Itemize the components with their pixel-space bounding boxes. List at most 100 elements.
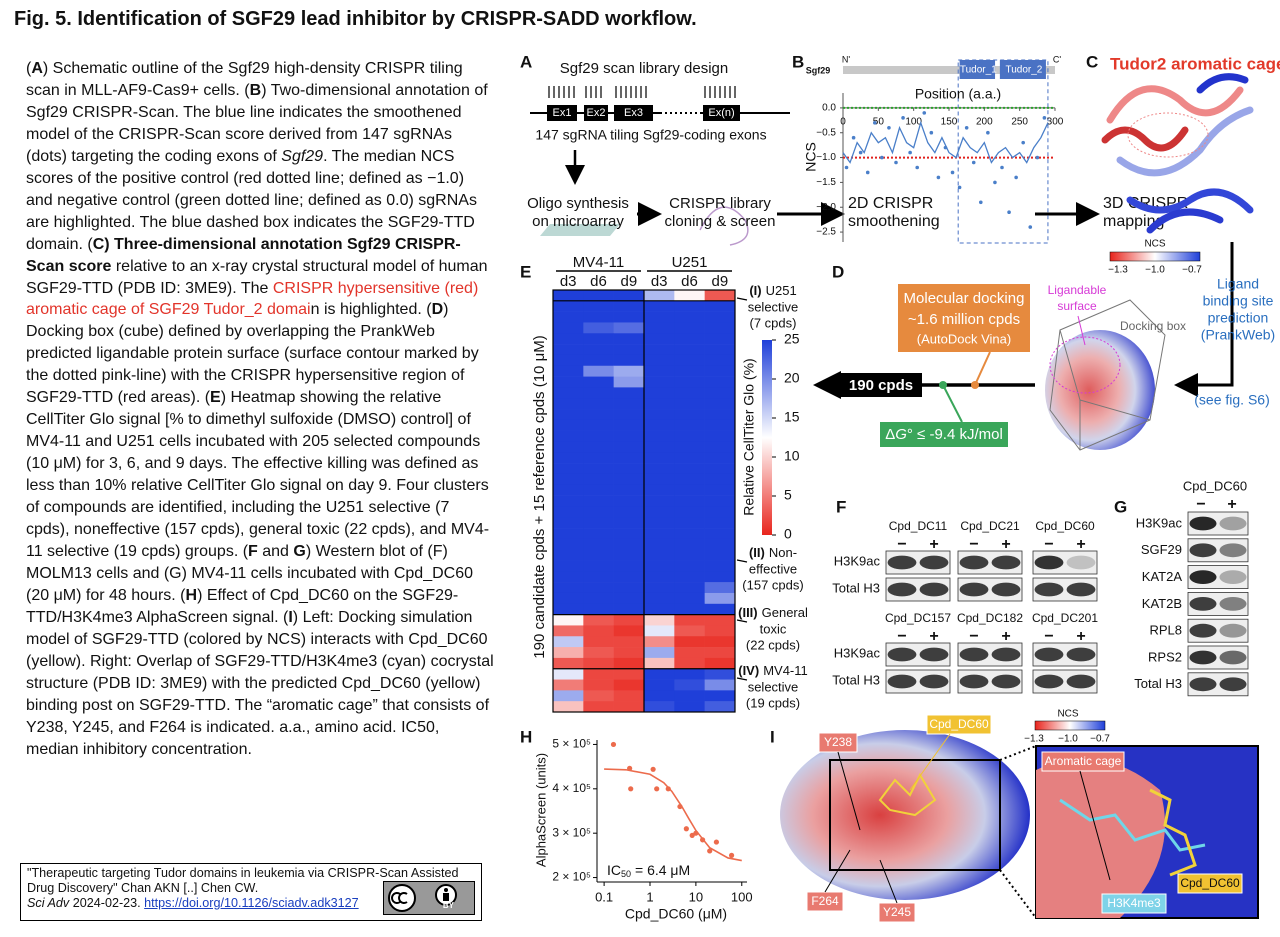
heat-cell xyxy=(674,354,705,367)
x-tick-label: 300 xyxy=(1047,117,1064,128)
heat-cell xyxy=(613,409,645,421)
pointer xyxy=(824,849,851,893)
heat-cell xyxy=(553,549,584,561)
heat-cell xyxy=(553,701,584,713)
exon xyxy=(703,105,740,121)
cluster-name: U251 xyxy=(766,283,797,298)
colorbar-tick: −1.3 xyxy=(1024,734,1044,745)
heat-cell xyxy=(583,571,614,583)
caption-segment: E xyxy=(210,389,221,407)
caption-segment: Sgf29 xyxy=(281,147,324,165)
cluster-pointer xyxy=(736,559,748,563)
license-badge: BY xyxy=(383,881,475,915)
heat-cell xyxy=(644,311,675,323)
heat-cell xyxy=(613,376,645,388)
ligand xyxy=(878,772,937,817)
heat-cell xyxy=(704,582,736,594)
caption-segment: ) Effect of Cpd_DC60 on the SGF29-TTD/H3… xyxy=(26,586,459,626)
band xyxy=(1189,597,1217,611)
caption-segment: ) Docking box (cube) defined by overlapp… xyxy=(26,301,479,407)
heat-cell xyxy=(704,614,736,626)
band xyxy=(1189,543,1217,558)
dot xyxy=(971,381,979,389)
heat-cell xyxy=(674,441,705,453)
column-label: d3 xyxy=(560,273,577,290)
heat-cell xyxy=(674,495,705,507)
caption-segment: and xyxy=(257,542,294,560)
peptide-label-box xyxy=(1101,893,1167,914)
cage-highlight xyxy=(1127,112,1209,158)
x-tick-label: 10 xyxy=(689,889,703,904)
y-tick-label: −1.0 xyxy=(816,152,836,163)
heat-cell xyxy=(674,582,705,594)
caption-segment: H xyxy=(185,586,198,604)
band xyxy=(1219,570,1247,584)
band xyxy=(887,582,917,597)
point xyxy=(693,830,699,836)
heat-cell xyxy=(613,657,645,670)
x-tick-label: 0.1 xyxy=(595,889,613,904)
heat-cell xyxy=(704,517,736,529)
band xyxy=(1189,570,1217,584)
heat-cell xyxy=(583,528,614,540)
band xyxy=(1034,674,1064,689)
column-label: d6 xyxy=(681,273,698,290)
heat-cell xyxy=(644,376,675,388)
heat-cell xyxy=(613,365,645,377)
heat-cell xyxy=(644,495,675,507)
heat-cell xyxy=(613,538,645,550)
workflow-step: mapping xyxy=(1103,213,1164,230)
panel-label: D xyxy=(832,262,844,281)
sgrna-point xyxy=(1028,225,1033,229)
y-tick-label: 3 × 10⁵ xyxy=(552,825,591,839)
sgrna-point xyxy=(1021,140,1025,145)
y-axis-label: 190 candidate cpds + 15 reference cpds (… xyxy=(531,335,548,658)
date: 2024-02-23. xyxy=(72,896,141,910)
workflow-step: cloning & screen xyxy=(665,213,776,230)
fit-curve xyxy=(604,768,742,862)
compound: Cpd_DC201 xyxy=(1032,611,1098,625)
sgrna-point xyxy=(1014,175,1018,180)
filter-part: G xyxy=(895,426,907,443)
exon-label: Ex1 xyxy=(553,107,572,119)
x-tick-label: 250 xyxy=(1011,117,1028,128)
heat-cell xyxy=(674,506,705,518)
heat-cell xyxy=(583,387,614,399)
compound: Cpd_DC60 xyxy=(1183,478,1247,493)
heat-cell xyxy=(553,484,584,496)
heat-cell xyxy=(583,506,614,518)
heat-cell xyxy=(704,484,736,496)
prediction-text: binding site xyxy=(1203,293,1274,309)
heat-cell xyxy=(704,333,736,345)
cluster-label: (IV) MV4-11 xyxy=(738,663,808,678)
sgrna-point xyxy=(851,135,856,140)
band xyxy=(1034,582,1064,597)
band xyxy=(919,555,949,570)
point xyxy=(707,848,713,854)
band xyxy=(1189,650,1217,665)
heat-cell xyxy=(644,582,675,594)
note: (see fig. S6) xyxy=(1194,392,1269,408)
heat-cell xyxy=(613,463,645,475)
heat-cell xyxy=(583,647,614,659)
colorbar-tick: 20 xyxy=(784,370,800,386)
cage-label: Aromatic cage xyxy=(1045,754,1122,768)
sgrna-point xyxy=(887,125,891,130)
heat-cell xyxy=(553,419,584,431)
heat-cell xyxy=(674,636,705,648)
pointer xyxy=(879,859,898,904)
band xyxy=(1219,650,1247,665)
treatment: − xyxy=(897,628,906,645)
protein-bar xyxy=(843,66,1055,74)
cluster-name: (19 cpds) xyxy=(746,695,800,710)
point xyxy=(713,839,720,845)
point xyxy=(728,852,735,858)
residue: Y238 xyxy=(824,735,852,749)
heat-cell xyxy=(613,506,645,518)
heat-cell xyxy=(674,398,705,410)
doi-link[interactable]: https://doi.org/10.1126/sciadv.adk3127 xyxy=(144,896,359,910)
heat-cell xyxy=(553,441,584,453)
workflow-step: smoothening xyxy=(848,213,940,230)
zoom-box xyxy=(829,759,1001,871)
